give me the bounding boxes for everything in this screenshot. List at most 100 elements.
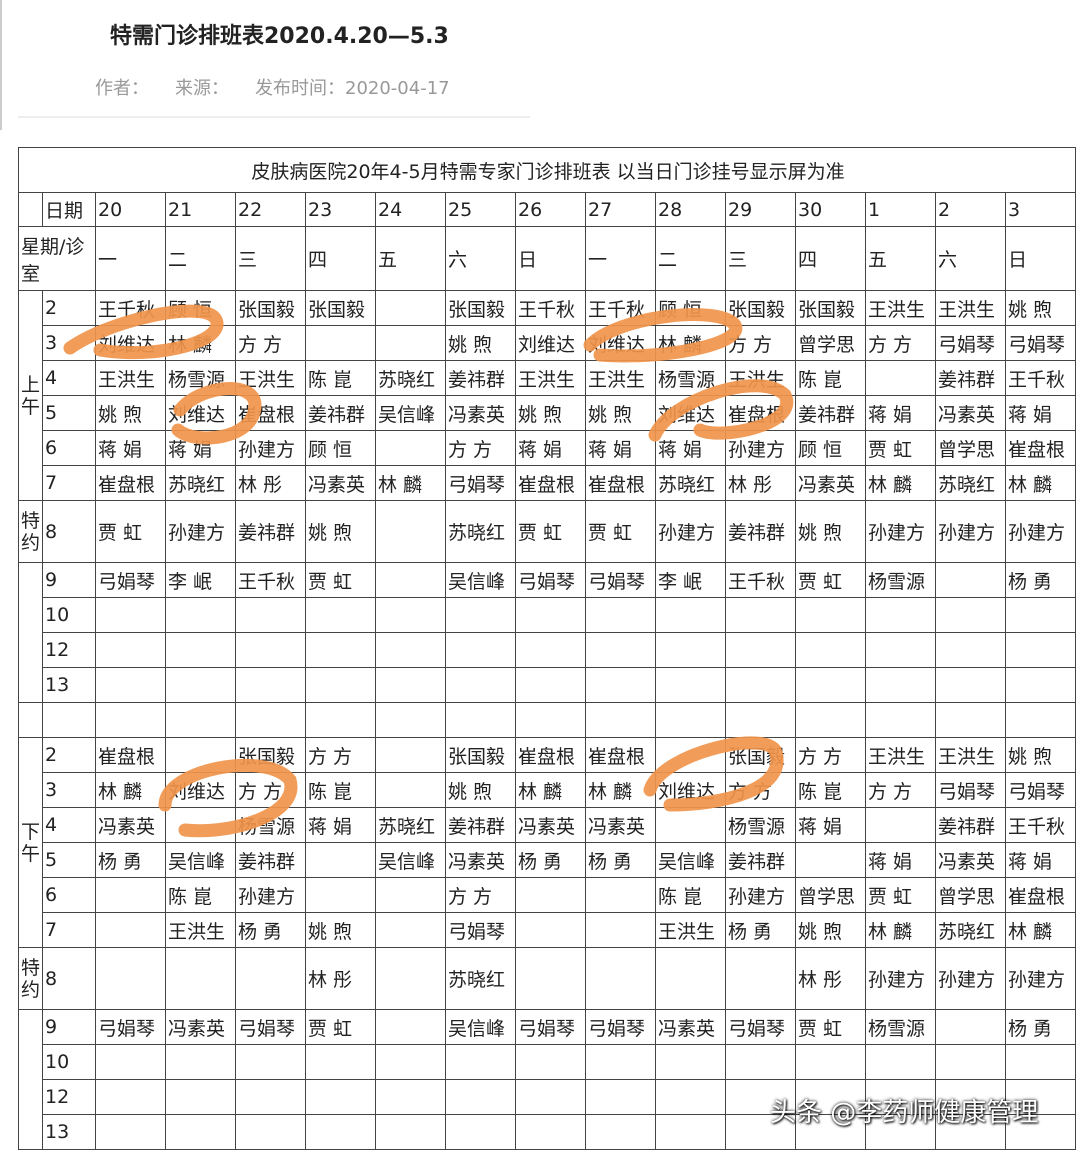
doctor: 林 彤 — [795, 947, 866, 1010]
empty-cell — [515, 667, 586, 703]
doctor: 孙建方 — [865, 947, 936, 1010]
blank-cell — [445, 702, 516, 738]
row: 特约 8 贾 虹孙建方 姜祎群姚 煦苏晓红贾 虹贾 虹孙建方 姜祎群姚 煦孙建方 孙建方孙… — [18, 500, 1076, 563]
doctor: 冯素英 — [445, 395, 516, 431]
doctor: 贾 虹 — [865, 877, 936, 913]
doctor: 吴信峰 — [165, 842, 236, 878]
doctor: 苏晓红 — [445, 500, 516, 563]
empty-cell — [95, 1044, 166, 1080]
blank-cell — [515, 702, 586, 738]
doctor: 孙建方 — [1004, 947, 1076, 1010]
blank-cell — [42, 702, 96, 738]
room: 5 — [42, 842, 96, 878]
doctor: 孙建方 — [725, 877, 796, 913]
doctor: 姜祎群 — [305, 395, 376, 431]
doctor: 张国毅 — [725, 737, 796, 773]
empty-cell — [235, 1114, 306, 1150]
doctor: 姚 煦 — [95, 395, 166, 431]
empty-cell — [655, 632, 726, 668]
doctor: 崔盘根 — [585, 737, 656, 773]
empty-cell — [375, 1079, 446, 1115]
doctor: 杨雪源 — [725, 807, 796, 843]
doctor: 姚 煦 — [445, 772, 516, 808]
doctor: 林 麟 — [865, 465, 936, 501]
row: 13 — [19, 667, 1076, 703]
empty-cell — [445, 597, 516, 633]
doctor: 贾 虹 — [95, 500, 166, 563]
doctor: 崔盘根 — [585, 465, 656, 501]
source: 来源： — [175, 78, 229, 99]
doctor: 曾学思 — [795, 877, 866, 913]
doctor: 杨 勇 — [95, 842, 166, 878]
weekday: 五 — [375, 226, 446, 291]
doctor: 姜祎群 — [795, 395, 866, 431]
empty-cell — [95, 877, 166, 913]
doctor: 冯素英 — [655, 1009, 726, 1045]
doctor: 方 方 — [725, 772, 796, 808]
empty-cell — [655, 667, 726, 703]
weekday: 一 — [95, 226, 166, 291]
doctor: 陈 崑 — [795, 360, 866, 396]
empty-cell — [375, 667, 446, 703]
weekday: 二 — [165, 226, 236, 291]
weekday: 四 — [305, 226, 376, 291]
section-label: 上午 — [18, 290, 43, 501]
doctor: 崔盘根 — [1004, 430, 1076, 466]
doctor: 吴信峰 — [655, 842, 726, 878]
empty-cell — [865, 1079, 936, 1115]
doctor: 方 方 — [795, 737, 866, 773]
doctor: 苏晓红 — [935, 912, 1006, 948]
empty-cell — [375, 1114, 446, 1150]
doctor: 杨 勇 — [725, 912, 796, 948]
date: 28 — [655, 192, 726, 227]
doctor: 孙建方 — [165, 500, 236, 563]
doctor: 贾 虹 — [305, 562, 376, 598]
blank-cell — [795, 702, 866, 738]
doctor: 杨 勇 — [235, 912, 306, 948]
doctor: 弓娟琴 — [515, 562, 586, 598]
empty-cell — [95, 1114, 166, 1150]
row: 上午 2 王千秋顾 恒张国毅 张国毅 张国毅 王千秋 王千秋顾 恒张国毅 张国毅 王洪生 王洪生姚… — [18, 290, 1076, 501]
empty-cell — [165, 737, 236, 773]
doctor: 王洪生 — [725, 360, 796, 396]
doctor: 崔盘根 — [95, 737, 166, 773]
doctor: 姚 煦 — [795, 912, 866, 948]
empty-cell — [585, 667, 656, 703]
doctor: 林 麟 — [1004, 465, 1076, 501]
doctor: 苏晓红 — [165, 465, 236, 501]
row — [18, 702, 1076, 738]
date: 24 — [375, 192, 446, 227]
doctor: 孙建方 — [865, 500, 936, 563]
doctor: 崔盘根 — [515, 737, 586, 773]
empty-cell — [585, 597, 656, 633]
row: 皮肤病医院20年4-5月特需专家门诊排班表 以当日门诊挂号显示屏为准 — [17, 147, 1076, 193]
empty-cell — [95, 947, 166, 1010]
doctor: 刘维达 — [655, 772, 726, 808]
empty-cell — [305, 325, 376, 361]
edge — [0, 0, 2, 130]
schedule-table: 皮肤病医院20年4-5月特需专家门诊排班表 以当日门诊挂号显示屏为准 日期 20 21… — [17, 147, 1076, 1150]
empty-cell — [655, 947, 726, 1010]
article-title: 特需门诊排班表2020.4.20—5.3 — [110, 24, 449, 49]
published: 发布时间：2020-04-17 — [255, 78, 450, 99]
doctor: 姜祎群 — [935, 360, 1006, 396]
doctor: 冯素英 — [95, 807, 166, 843]
room: 3 — [42, 325, 96, 361]
doctor: 姜祎群 — [725, 842, 796, 878]
room: 13 — [42, 667, 96, 703]
doctor: 林 麟 — [375, 465, 446, 501]
doctor: 冯素英 — [795, 465, 866, 501]
weekday: 一 — [585, 226, 656, 291]
empty-cell — [375, 1044, 446, 1080]
doctor: 姚 煦 — [585, 395, 656, 431]
doctor: 蒋 娟 — [585, 430, 656, 466]
doctor: 方 方 — [725, 325, 796, 361]
date: 21 — [165, 192, 236, 227]
empty-cell — [865, 667, 936, 703]
row: 10 — [19, 597, 1076, 633]
doctor: 王千秋 — [725, 562, 796, 598]
empty-cell — [305, 1079, 376, 1115]
doctor: 蒋 娟 — [165, 430, 236, 466]
row: 特约 8 林 彤苏晓红林 彤孙建方 孙建方 孙建方 — [18, 947, 1076, 1010]
